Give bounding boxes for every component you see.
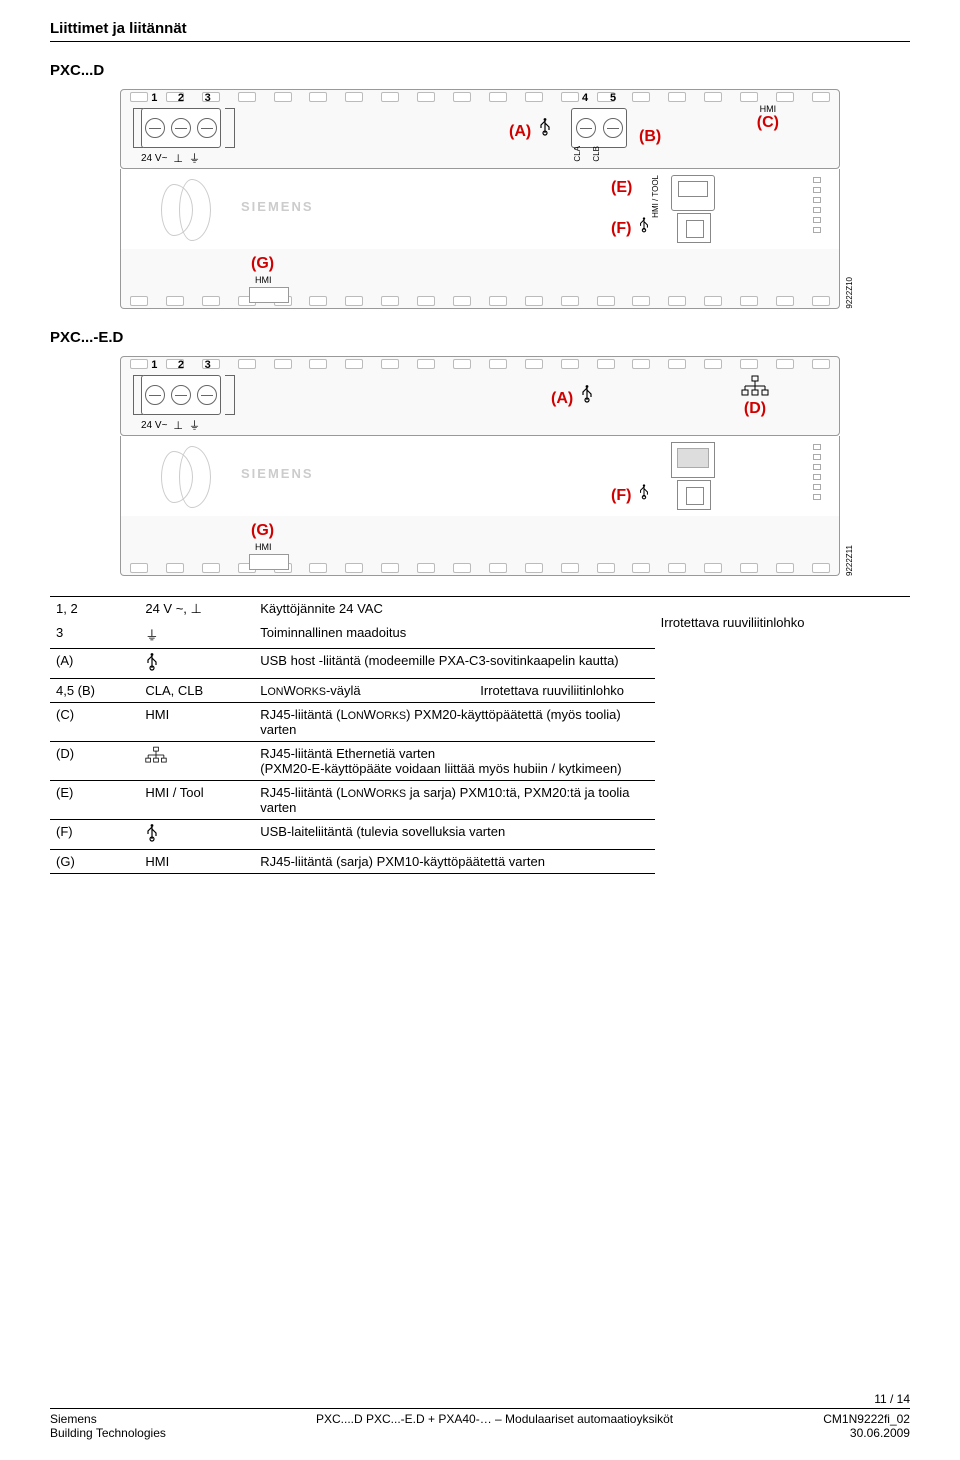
footer-right-1: CM1N9222fi_02 [823, 1412, 910, 1426]
usb-icon [580, 385, 594, 406]
callout-g: (G) [251, 522, 274, 540]
callout-e: (E) [611, 179, 632, 197]
vent-icon [161, 446, 221, 506]
display-panel-icon [671, 442, 715, 478]
callout-g: (G) [251, 255, 274, 273]
page-number: 11 / 14 [50, 1392, 910, 1406]
footer-left-1: Siemens [50, 1412, 166, 1426]
divider [50, 41, 910, 42]
callout-f: (F) [611, 484, 650, 505]
table-row: (A)USB host -liitäntä (modeemille PXA-C3… [50, 649, 910, 679]
clb-numbers: 4 5 [571, 92, 627, 104]
footer-right-2: 30.06.2009 [823, 1426, 910, 1440]
eth-icon [145, 752, 167, 767]
vent-icon [161, 179, 221, 239]
callout-c: (C) [757, 114, 779, 132]
terminal-block [141, 375, 221, 415]
usb-icon [538, 118, 552, 139]
schematic-2: 1 2 3 24 V~ ⊥ ⏚ (A) [120, 356, 840, 576]
hmi-c-block: HMI (C) [757, 104, 779, 132]
terminal-labels: 24 V~ ⊥ ⏚ [141, 150, 200, 166]
clb-block [571, 108, 627, 148]
terminal-labels: 24 V~ ⊥ ⏚ [141, 417, 200, 433]
terminal-block [141, 108, 221, 148]
footer-left-2: Building Technologies [50, 1426, 166, 1440]
table-row: (E)HMI / ToolRJ45-liitäntä (LONWORKS ja … [50, 781, 910, 820]
usb-port-icon [677, 213, 711, 243]
model-label-2: PXC...-E.D [50, 329, 910, 346]
terminal-numbers: 1 2 3 [141, 359, 221, 371]
led-stack [813, 444, 821, 500]
table-row: (C)HMIRJ45-liitäntä (LONWORKS) PXM20-käy… [50, 703, 910, 742]
connections-table: 1, 224 V ~, ⊥Käyttöjännite 24 VACIrrotet… [50, 596, 910, 874]
usb-port-icon [677, 480, 711, 510]
table-row: (D)RJ45-liitäntä Ethernetiä varten(PXM20… [50, 742, 910, 781]
ethernet-icon [741, 375, 769, 400]
callout-d: (D) [741, 400, 769, 418]
led-stack [813, 177, 821, 233]
siemens-logo: SIEMENS [241, 199, 314, 214]
page-footer: 11 / 14 Siemens Building Technologies PX… [50, 1392, 910, 1440]
⏚-icon: ⏚ [145, 628, 158, 643]
hmi-tool-label: HMI / TOOL [651, 175, 660, 218]
callout-f: (F) [611, 217, 650, 238]
table-row: 1, 224 V ~, ⊥Käyttöjännite 24 VACIrrotet… [50, 597, 910, 622]
terminal-numbers: 1 2 3 [141, 92, 221, 104]
footer-center: PXC....D PXC...-E.D + PXA40-… – Modulaar… [316, 1412, 673, 1440]
figure-ref-2: 9222Z11 [845, 545, 854, 576]
usb-icon [638, 217, 650, 236]
table-row: (F)USB-laiteliitäntä (tulevia sovelluksi… [50, 820, 910, 850]
figure-ref-1: 9222Z10 [845, 277, 854, 309]
callout-a: (A) [551, 385, 594, 408]
callout-a: (A) [509, 118, 552, 141]
rj45-port-icon [671, 175, 715, 211]
usb-icon [145, 659, 159, 674]
g-port-icon [249, 287, 289, 303]
g-hmi-label: HMI [255, 275, 272, 285]
table-row: (G)HMIRJ45-liitäntä (sarja) PXM10-käyttö… [50, 850, 910, 874]
usb-icon [145, 830, 159, 845]
schematic-1: 1 2 3 24 V~ ⊥ ⏚ (A) [120, 89, 840, 309]
eth-d-block: (D) [741, 375, 769, 418]
usb-icon [638, 484, 650, 503]
g-port-icon [249, 554, 289, 570]
siemens-logo: SIEMENS [241, 466, 314, 481]
g-hmi-label: HMI [255, 542, 272, 552]
callout-b: (B) [639, 128, 661, 146]
model-label-1: PXC...D [50, 62, 910, 79]
section-title: Liittimet ja liitännät [50, 20, 910, 37]
table-row: 4,5 (B)CLA, CLBLONWORKS-väyläIrrotettava… [50, 679, 910, 703]
clb-labels: CLA CLB [573, 146, 601, 162]
